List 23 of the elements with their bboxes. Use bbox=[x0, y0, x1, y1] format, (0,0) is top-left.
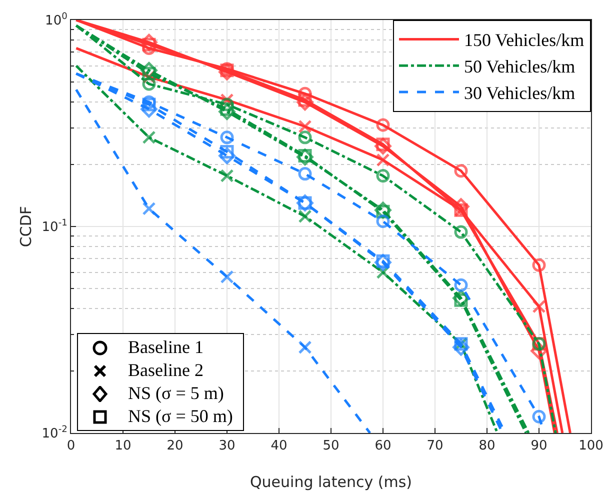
x-tick-label: 40 bbox=[270, 438, 288, 454]
annotation: NS (σ = 5 m) bbox=[128, 382, 224, 405]
x-tick-label: 50 bbox=[322, 438, 340, 454]
y-axis-title: CCDF bbox=[17, 206, 35, 248]
x-tick-label: 100 bbox=[578, 438, 604, 454]
x-tick-label: 30 bbox=[218, 438, 236, 454]
x-tick-label: 90 bbox=[530, 438, 548, 454]
x-tick-label: 20 bbox=[166, 438, 184, 454]
x-tick-label: 10 bbox=[114, 438, 132, 454]
y-tick-label: 10$^{0}$ bbox=[45, 12, 68, 29]
legend-label: 150 Vehicles/km bbox=[464, 30, 584, 50]
x-tick-label: 60 bbox=[374, 438, 392, 454]
x-axis-title: Queuing latency (ms) bbox=[250, 473, 412, 491]
legend-label: 50 Vehicles/km bbox=[464, 56, 576, 77]
annotation: NS (σ = 50 m) bbox=[128, 405, 233, 428]
x-tick-label: 70 bbox=[426, 438, 444, 454]
legend-label: 30 Vehicles/km bbox=[464, 83, 576, 104]
x-tick-label: 80 bbox=[478, 438, 496, 454]
annotation: Baseline 1 bbox=[128, 336, 204, 359]
x-tick-label: 0 bbox=[66, 438, 76, 454]
annotation: Baseline 2 bbox=[128, 359, 204, 382]
y-tick-label: 10$^{-1}$ bbox=[42, 218, 68, 236]
y-tick-label: 10$^{-2}$ bbox=[42, 425, 68, 442]
